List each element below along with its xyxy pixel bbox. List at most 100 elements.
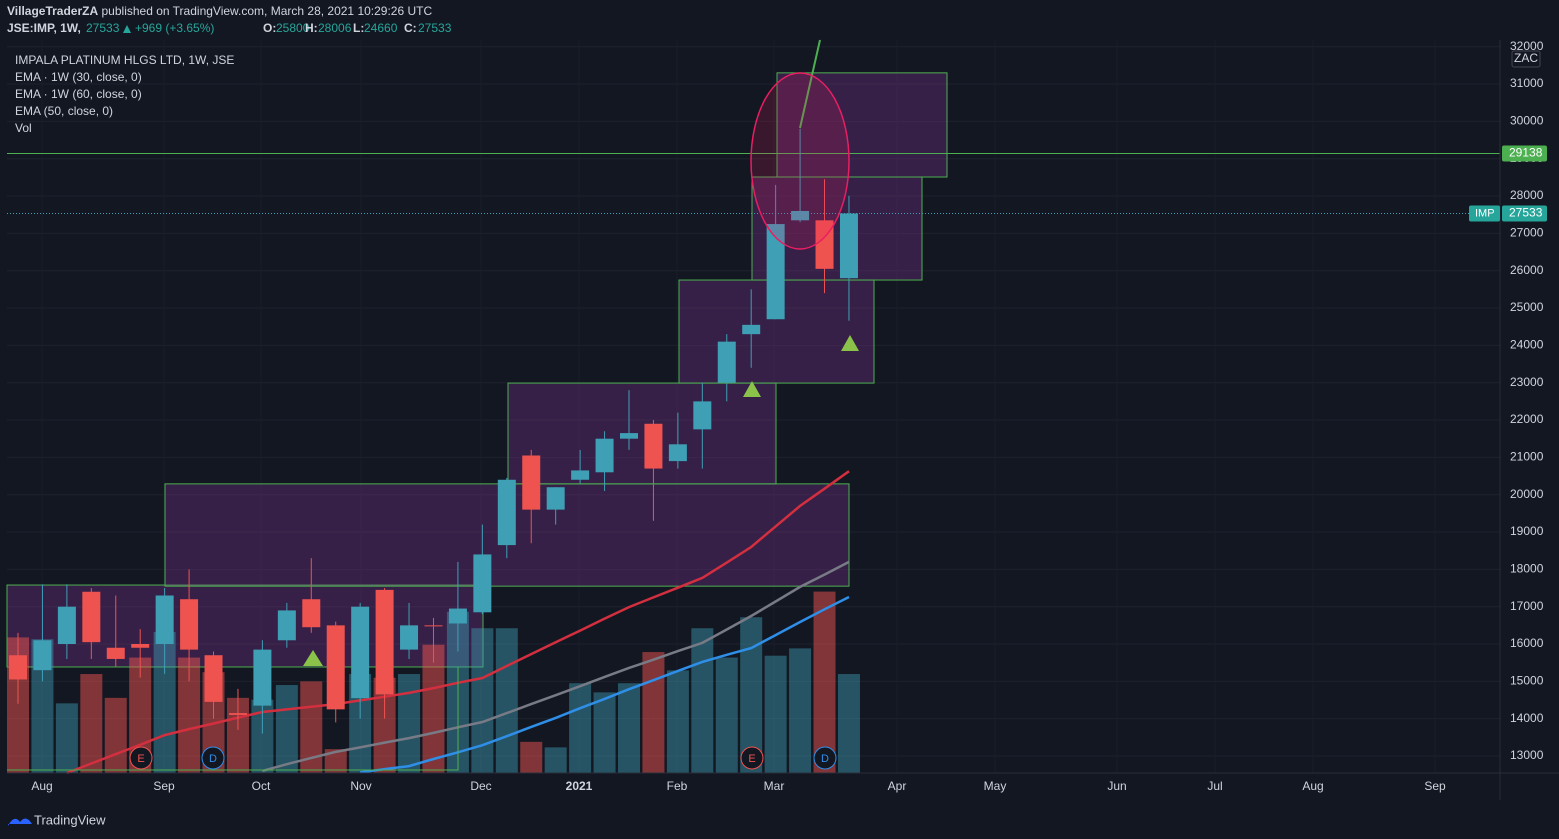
candle-body [424, 625, 443, 627]
volume-bar [178, 657, 201, 773]
x-tick-label: Oct [252, 779, 271, 793]
published: published on TradingView.com, March 28, … [102, 4, 433, 18]
y-tick-label: 28000 [1510, 188, 1544, 202]
ohlc-label: H: [305, 21, 318, 35]
x-tick-label: Sep [1424, 779, 1446, 793]
x-tick-label: Aug [1302, 779, 1323, 793]
publish-line: VillageTraderZA published on TradingView… [7, 4, 432, 18]
y-tick-label: 13000 [1510, 748, 1544, 762]
volume-bar [544, 747, 567, 773]
candle-body [180, 599, 199, 650]
x-tick-label: Apr [888, 779, 907, 793]
y-tick-label: 16000 [1510, 636, 1544, 650]
ticker-label: IMP [1475, 207, 1495, 219]
volume-bar [715, 657, 738, 773]
currency-label: ZAC [1514, 51, 1538, 65]
zone-border [7, 667, 459, 771]
legend-entry: EMA (50, close, 0) [15, 104, 113, 118]
highlight-ellipse [750, 72, 850, 250]
candle-body [668, 444, 687, 462]
candle-body [106, 647, 125, 659]
author: VillageTraderZA [7, 4, 98, 18]
header: VillageTraderZA published on TradingView… [7, 4, 452, 827]
candle-body [571, 470, 590, 480]
brand: TradingView [34, 812, 106, 827]
volume-bar [300, 681, 323, 773]
x-tick-label: Dec [470, 779, 491, 793]
event-marker [129, 746, 153, 770]
x-tick-label: Aug [31, 779, 52, 793]
volume-bar [398, 674, 421, 773]
volume-bar [31, 639, 54, 773]
volume-bar [837, 674, 860, 773]
x-tick-label: May [984, 779, 1007, 793]
volume-bar [593, 692, 616, 773]
candle-body [33, 640, 52, 671]
volume-bar [422, 644, 445, 773]
ohlc-value: 24660 [364, 21, 398, 35]
ohlc-value: 25800 [276, 21, 310, 35]
candle-body [228, 713, 247, 715]
price-label-box [1502, 205, 1547, 222]
candle-body [791, 210, 810, 221]
candle-body [204, 655, 223, 702]
ohlc-label: C: [404, 21, 417, 35]
change: +969 (+3.65%) [135, 21, 214, 35]
chart-title: IMPALA PLATINUM HLGS LTD, 1W, JSE [15, 53, 234, 67]
y-tick-label: 14000 [1510, 711, 1544, 725]
candle-body [766, 224, 785, 320]
ticker-box [1469, 205, 1500, 222]
symbol: JSE:IMP, 1W, [7, 21, 81, 35]
event-label: E [748, 753, 755, 765]
candle-body [448, 608, 467, 624]
y-tick-label: 15000 [1510, 674, 1544, 688]
y-tick-label: 27000 [1510, 226, 1544, 240]
y-tick-label: 18000 [1510, 562, 1544, 576]
y-tick-label: 25000 [1510, 300, 1544, 314]
legend-entry: EMA · 1W (60, close, 0) [15, 87, 142, 101]
y-tick-label: 22000 [1510, 412, 1544, 426]
signal-triangle [841, 335, 859, 351]
ohlc-value: 28006 [318, 21, 352, 35]
ohlc-label: O: [263, 21, 276, 35]
event-marker [740, 746, 764, 770]
x-tick-label: Feb [667, 779, 688, 793]
price-label: 29138 [1509, 146, 1543, 160]
y-tick-label: 30000 [1510, 114, 1544, 128]
ema-line [262, 560, 850, 773]
event-label: D [821, 753, 829, 765]
price-label-box [1502, 145, 1547, 162]
x-tick-label: Mar [764, 779, 785, 793]
signal-triangle [303, 650, 323, 666]
price-label: 27533 [1509, 206, 1543, 220]
candle-body [400, 625, 419, 650]
y-tick-label: 20000 [1510, 487, 1544, 501]
y-tick-label: 32000 [1510, 39, 1544, 53]
volume-bar [373, 677, 396, 773]
candle-body [253, 649, 272, 706]
x-tick-label: Nov [350, 779, 371, 793]
up-arrow [123, 25, 131, 33]
legend-entry: Vol [15, 121, 32, 135]
volume-bar [642, 652, 665, 773]
candle-body [644, 423, 663, 469]
candle-body [82, 591, 101, 643]
last-price: 27533 [86, 21, 120, 35]
x-tick-label: Jul [1207, 779, 1222, 793]
zone-box [776, 72, 948, 178]
volume-bar [569, 683, 592, 773]
candle-body [9, 655, 27, 680]
candle-body [326, 625, 345, 710]
signal-triangle [743, 381, 761, 397]
volume-bar [691, 628, 714, 773]
volume-bar [104, 697, 127, 773]
candle-body [57, 606, 76, 645]
volume-bar [80, 674, 103, 773]
volume-bar [55, 703, 78, 773]
candle-body [839, 213, 858, 279]
y-tick-label: 23000 [1510, 375, 1544, 389]
volume-bar [275, 685, 298, 773]
